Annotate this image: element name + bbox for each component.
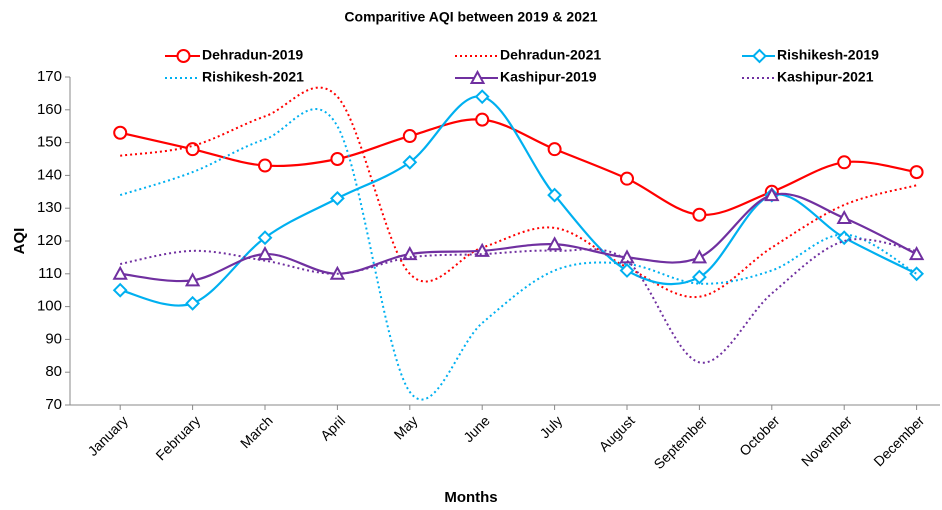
data-point [112, 265, 128, 280]
data-point [909, 165, 924, 180]
data-point [546, 236, 563, 251]
y-tick-label: 130 [37, 199, 62, 216]
data-point [474, 89, 490, 105]
data-point [113, 125, 128, 140]
x-axis-label: Months [444, 489, 497, 506]
x-tick-label: October [736, 412, 783, 459]
chart-title: Comparitive AQI between 2019 & 2021 [344, 9, 597, 25]
x-tick-label: September [650, 412, 710, 472]
data-point [620, 171, 634, 186]
data-point [547, 142, 562, 157]
legend-marker [176, 49, 191, 63]
y-axis-label: AQI [11, 228, 28, 255]
legend-marker [752, 48, 767, 64]
data-point [475, 112, 490, 127]
x-tick-label: August [596, 412, 638, 454]
data-point [909, 266, 925, 282]
x-tick-label: February [152, 412, 203, 463]
legend-label: Rishikesh-2019 [777, 47, 879, 63]
data-point [402, 246, 418, 261]
series-line [119, 95, 918, 307]
y-tick-label: 110 [38, 265, 62, 282]
x-tick-label: December [870, 412, 927, 469]
data-point [619, 263, 635, 278]
data-point [908, 246, 925, 261]
legend-label: Dehradun-2019 [202, 47, 303, 63]
data-point [330, 152, 345, 166]
data-point [764, 186, 780, 202]
x-tick-label: November [798, 412, 855, 469]
x-tick-label: January [84, 412, 131, 459]
y-tick-label: 120 [37, 232, 62, 249]
series-line [120, 238, 917, 364]
y-tick-label: 100 [37, 298, 62, 315]
legend-marker [469, 69, 486, 84]
data-point [402, 154, 418, 170]
data-point [329, 190, 345, 206]
y-tick-label: 170 [37, 68, 62, 85]
data-point [691, 249, 708, 264]
y-tick-label: 140 [37, 166, 62, 183]
y-tick-label: 90 [45, 330, 62, 347]
data-point [836, 209, 852, 225]
data-point [184, 272, 201, 287]
data-point [185, 295, 201, 311]
data-point [402, 129, 417, 144]
data-point [257, 246, 273, 261]
y-tick-label: 160 [37, 101, 62, 118]
data-point [185, 142, 200, 157]
data-point [258, 158, 272, 173]
data-point [257, 230, 273, 246]
data-point [619, 249, 635, 264]
x-tick-label: May [391, 412, 421, 442]
legend-label: Kashipur-2021 [777, 69, 874, 85]
x-tick-label: June [460, 412, 493, 445]
legend-label: Dehradun-2021 [500, 47, 601, 63]
x-tick-label: March [237, 412, 276, 451]
series-line [120, 192, 918, 283]
series-line [119, 108, 918, 401]
series-line [120, 86, 917, 299]
x-tick-label: April [317, 412, 348, 443]
x-tick-label: July [536, 412, 565, 441]
data-point [547, 187, 563, 203]
data-point [837, 155, 852, 170]
y-tick-label: 70 [45, 396, 62, 413]
data-point [691, 269, 707, 285]
legend-label: Kashipur-2019 [500, 69, 597, 85]
y-tick-label: 150 [37, 134, 62, 151]
legend-label: Rishikesh-2021 [202, 69, 304, 85]
data-point [112, 282, 128, 298]
y-tick-label: 80 [45, 363, 62, 380]
data-point [692, 207, 707, 222]
